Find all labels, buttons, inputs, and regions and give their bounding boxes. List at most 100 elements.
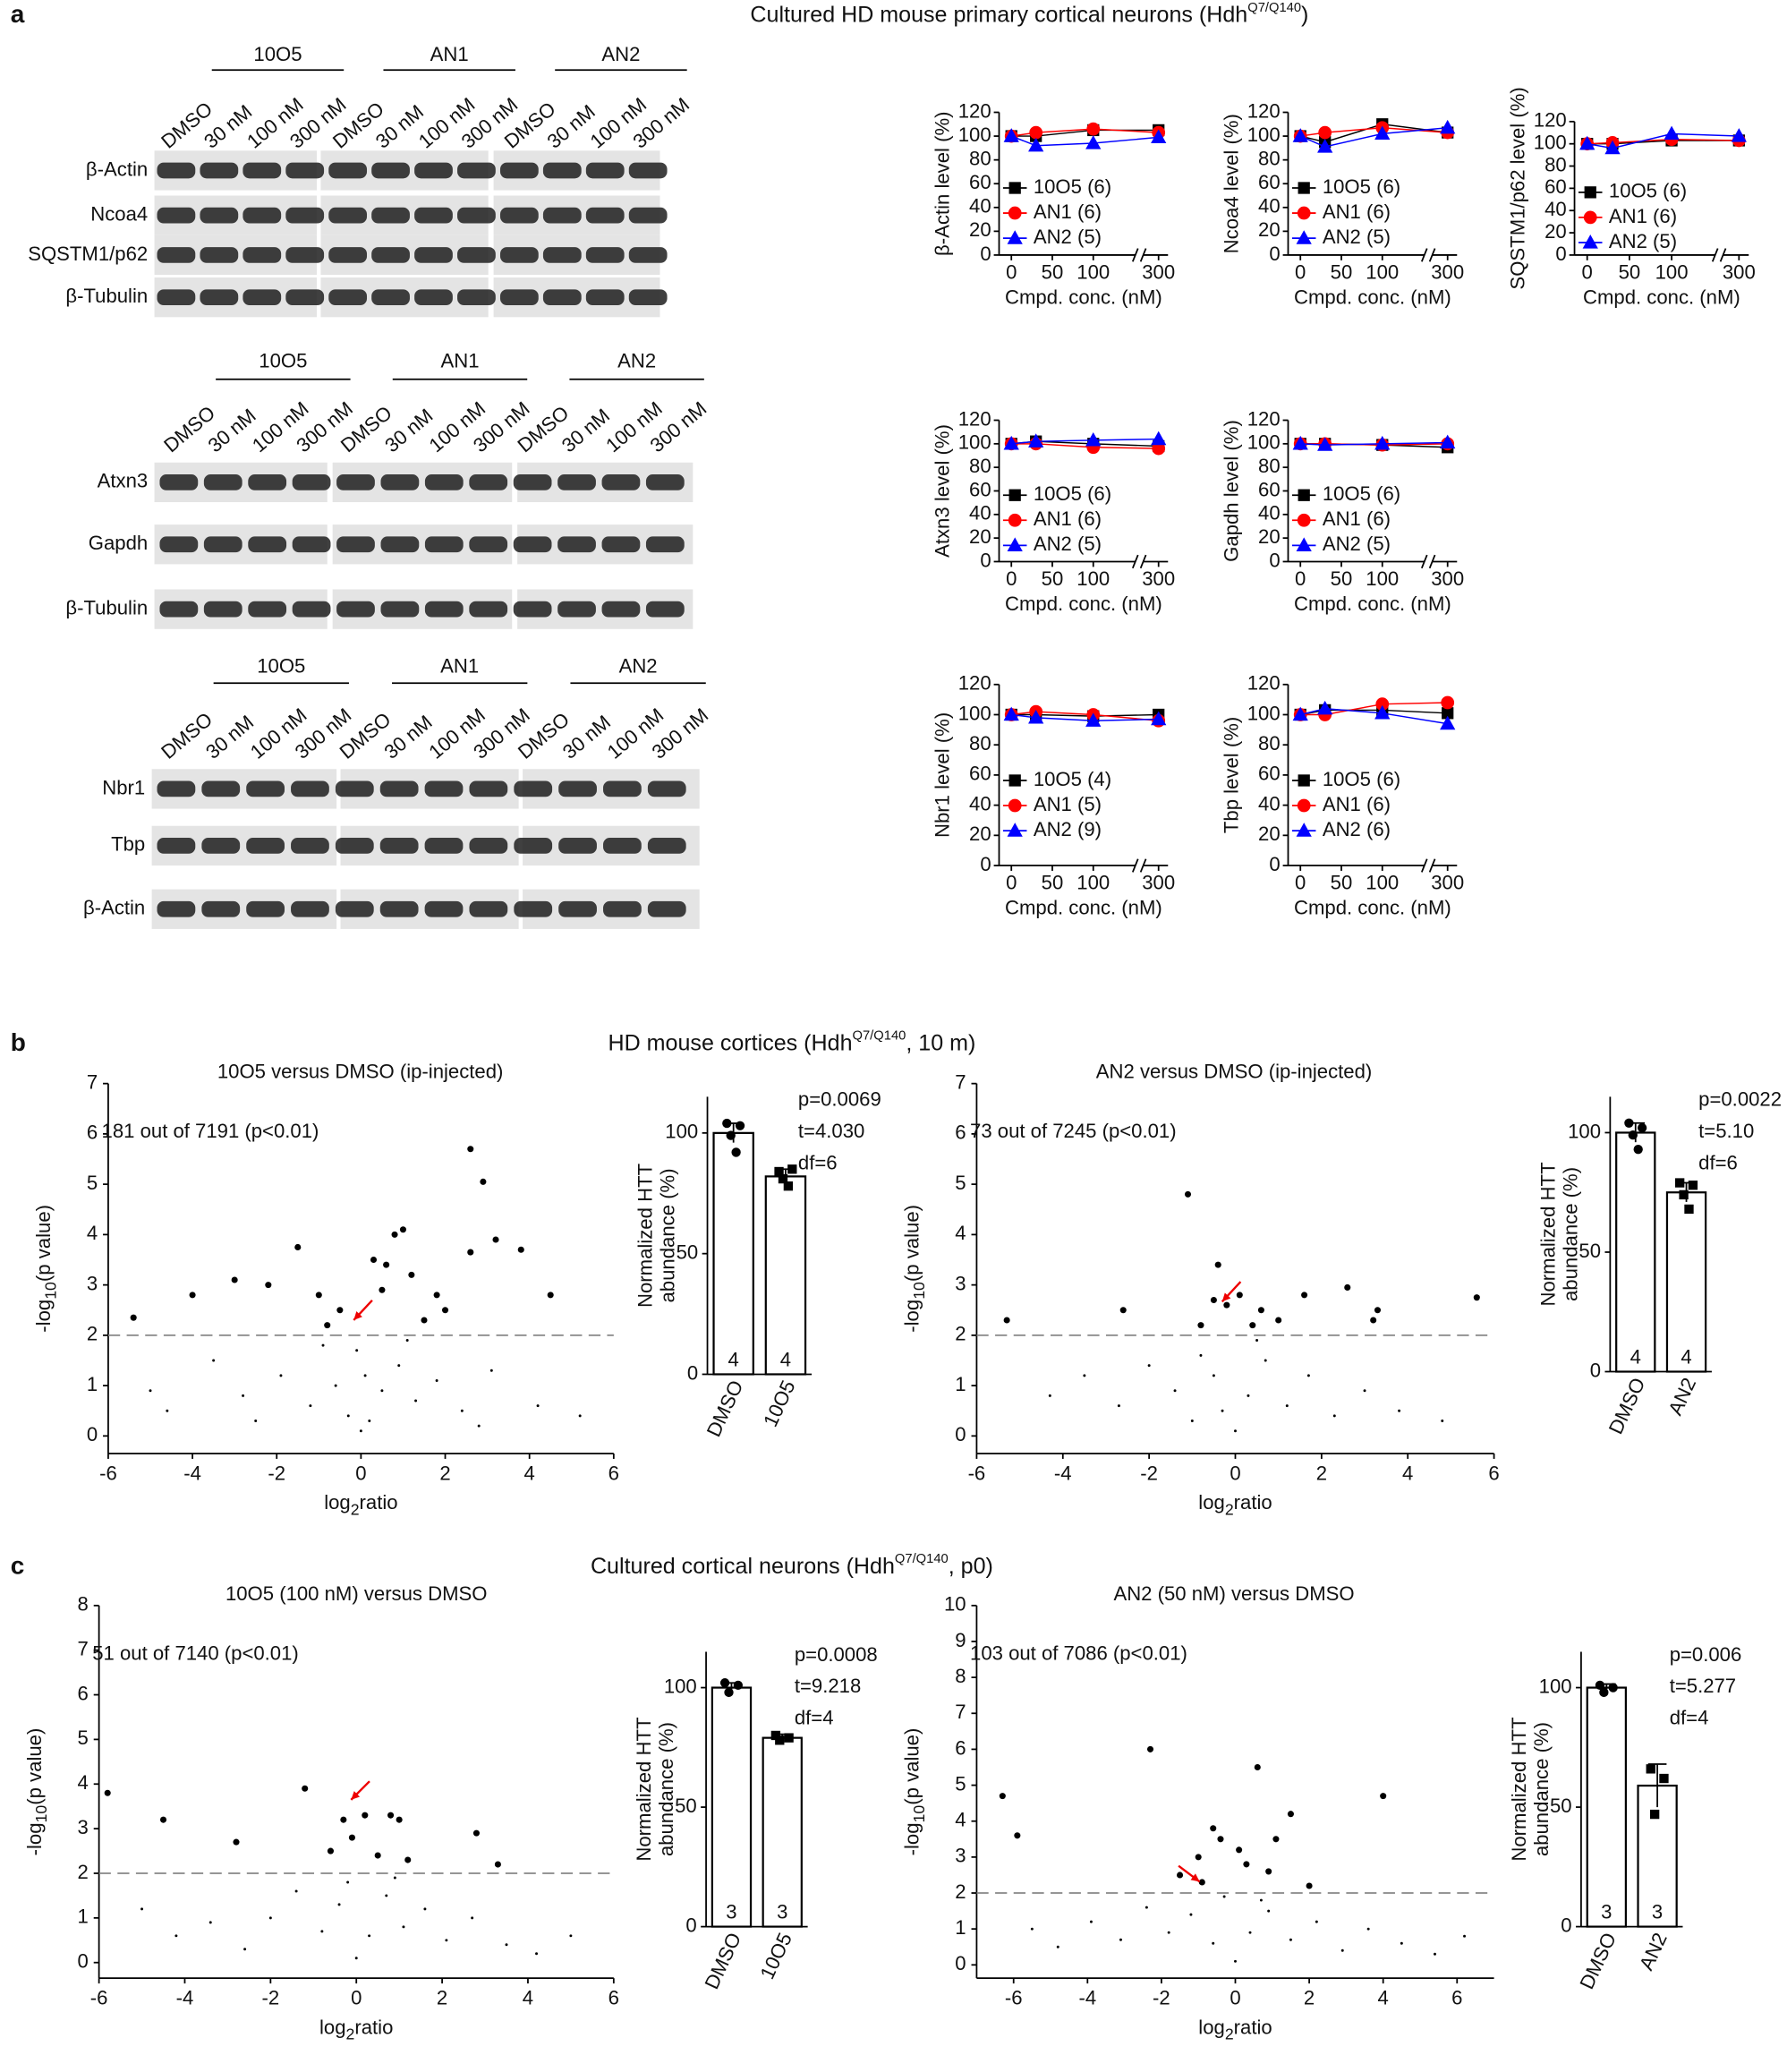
y-tick-label: 20: [969, 823, 991, 845]
series-line: [1011, 438, 1159, 445]
point: [735, 1121, 745, 1130]
point: [1217, 1836, 1224, 1843]
n-label: 3: [777, 1901, 787, 1923]
blot-band: [248, 474, 287, 490]
point: [489, 1369, 493, 1372]
y-tick-label: 50: [675, 1795, 697, 1817]
point: [1380, 1793, 1387, 1800]
marker: [1440, 715, 1456, 730]
bar: [764, 1175, 807, 1376]
x-axis-label-pre: log: [1198, 2016, 1225, 2038]
point: [460, 1409, 464, 1412]
point: [402, 1925, 405, 1929]
y-tick-label: 20: [1258, 218, 1281, 241]
marker: [1029, 125, 1043, 140]
legend-label: AN2 (5): [1034, 533, 1102, 555]
point: [336, 1307, 344, 1314]
point: [294, 1243, 302, 1250]
point: [1624, 1118, 1634, 1128]
point: [1223, 1301, 1230, 1309]
y-tick-label: 60: [1258, 763, 1281, 785]
blot-band: [328, 247, 368, 263]
panel-label: b: [11, 1028, 26, 1056]
legend-label: AN1 (6): [1609, 205, 1677, 227]
blot-band: [514, 780, 553, 797]
y-tick-label: 2: [955, 1880, 966, 1903]
point: [212, 1359, 216, 1362]
point: [1167, 1931, 1170, 1934]
marker: [1003, 128, 1019, 142]
blot-band: [159, 601, 199, 618]
blot-band: [203, 536, 243, 553]
point: [1259, 1898, 1263, 1902]
y-axis-label: -log10(p value): [900, 1205, 927, 1333]
blot-band: [157, 780, 196, 797]
point: [1400, 1941, 1403, 1945]
point: [149, 1389, 152, 1393]
blot-band: [585, 162, 625, 179]
blot-band: [647, 838, 686, 854]
point: [1236, 1846, 1243, 1854]
bar: [1665, 1191, 1707, 1373]
point: [778, 1173, 788, 1184]
blot-band: [558, 780, 597, 797]
x-tick-label: -4: [176, 1987, 194, 2009]
group-label: 10O5: [257, 654, 305, 677]
blot-band: [246, 780, 285, 797]
point: [379, 1286, 386, 1293]
x-tick-label: 100: [1076, 567, 1110, 590]
header-end: ): [1301, 2, 1308, 27]
y-tick-label: 0: [955, 1423, 966, 1445]
y-tick-label: 120: [958, 407, 991, 430]
x-tick-label: 0: [1295, 567, 1306, 590]
x-tick-label: AN2: [1635, 1929, 1672, 1974]
chart-title: 10O5 (100 nM) versus DMSO: [226, 1582, 487, 1605]
y-tick-label: 80: [1258, 732, 1281, 755]
y-tick-label: 100: [958, 124, 991, 146]
y-tick-label: 1: [955, 1916, 966, 1939]
y-tick-label: 5: [87, 1172, 98, 1194]
point: [471, 1916, 474, 1920]
point: [1463, 1934, 1467, 1938]
stat-label: df=4: [1670, 1707, 1709, 1729]
x-axis-label-post: ratio: [354, 2016, 393, 2038]
x-axis-label: Cmpd. conc. (nM): [1294, 897, 1451, 919]
y-axis-label: -log10(p value): [900, 1728, 927, 1856]
y-tick-label: 60: [969, 763, 991, 785]
legend-marker: [1008, 798, 1022, 813]
point: [1146, 1745, 1154, 1752]
x-tick-label: 50: [1042, 567, 1064, 590]
axis-break: [1420, 554, 1428, 569]
header-sup: Q7/Q140: [853, 1028, 906, 1043]
blot-band: [542, 289, 582, 306]
y-tick-label: 60: [1544, 175, 1567, 198]
y-tick-label: 0: [687, 1361, 698, 1384]
y-tick-label: 4: [955, 1809, 966, 1831]
legend-label: 10O5 (6): [1609, 180, 1687, 202]
x-axis-label: Cmpd. conc. (nM): [1005, 286, 1162, 309]
point: [783, 1181, 794, 1191]
x-tick-label: 0: [1295, 260, 1306, 283]
point: [1248, 1931, 1252, 1934]
x-tick-label: -2: [262, 1987, 280, 2009]
y-tick-label: 120: [958, 672, 991, 695]
blot-band: [371, 289, 410, 306]
blot-band: [424, 474, 464, 490]
y-tick-label: 60: [969, 171, 991, 193]
marker: [1374, 704, 1391, 720]
y-tick-label: 80: [969, 147, 991, 169]
series-line: [1011, 443, 1159, 449]
blot-band: [514, 838, 553, 854]
x-axis-label: log2ratio: [319, 2016, 393, 2042]
annotation: 51 out of 7140 (p<0.01): [92, 1641, 299, 1664]
x-tick-label: 6: [1488, 1462, 1499, 1485]
point: [719, 1678, 730, 1688]
y-tick-label: 7: [87, 1070, 98, 1093]
point: [1243, 1861, 1250, 1868]
blot-band: [328, 289, 368, 306]
blot-band: [285, 289, 325, 306]
legend-label: AN1 (6): [1323, 200, 1391, 223]
y-tick-label: 20: [1544, 220, 1567, 243]
row-label: Ncoa4: [90, 202, 148, 225]
blot-band: [499, 247, 539, 263]
